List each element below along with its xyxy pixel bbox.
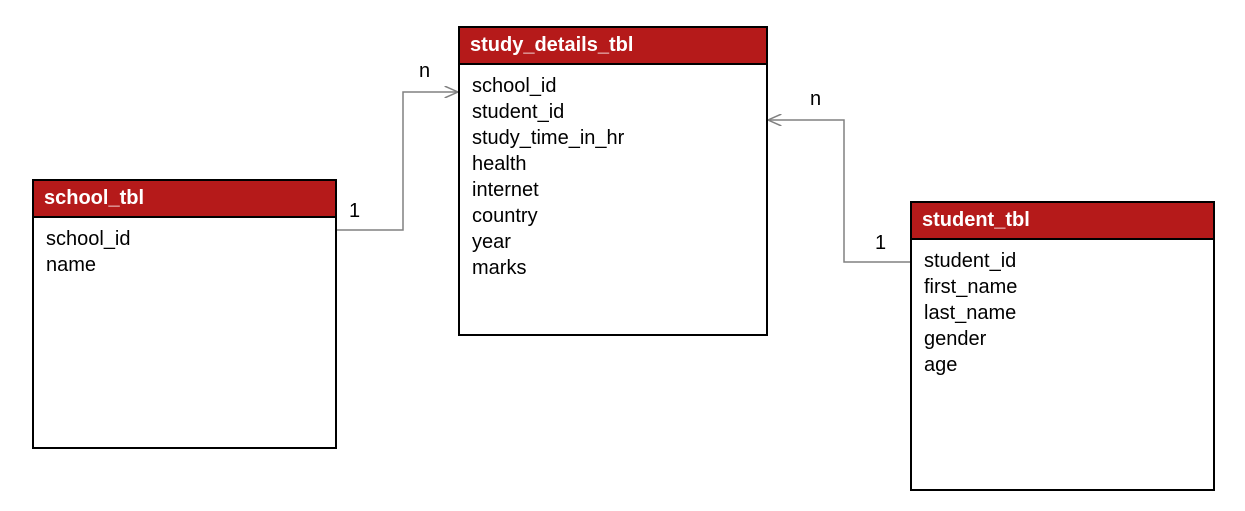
table-study-details: study_details_tbl school_id student_id s… — [458, 26, 768, 336]
table-student: student_tbl student_id first_name last_n… — [910, 201, 1215, 491]
table-school-body: school_id name — [34, 218, 335, 286]
table-study-details-header: study_details_tbl — [460, 28, 766, 65]
label-study-side-right: n — [810, 88, 821, 111]
field-student-id: student_id — [924, 248, 1201, 274]
label-school-side: 1 — [349, 200, 360, 223]
field-study-health: health — [472, 151, 754, 177]
field-study-country: country — [472, 203, 754, 229]
field-study-year: year — [472, 229, 754, 255]
field-study-school-id: school_id — [472, 73, 754, 99]
table-student-body: student_id first_name last_name gender a… — [912, 240, 1213, 386]
field-student-first-name: first_name — [924, 274, 1201, 300]
table-school: school_tbl school_id name — [32, 179, 337, 449]
table-school-header: school_tbl — [34, 181, 335, 218]
label-student-side: 1 — [875, 232, 886, 255]
field-school-id: school_id — [46, 226, 323, 252]
field-student-age: age — [924, 352, 1201, 378]
er-diagram-canvas: school_tbl school_id name study_details_… — [0, 0, 1245, 511]
table-student-header: student_tbl — [912, 203, 1213, 240]
field-student-gender: gender — [924, 326, 1201, 352]
field-study-internet: internet — [472, 177, 754, 203]
field-student-last-name: last_name — [924, 300, 1201, 326]
label-study-side-left: n — [419, 60, 430, 83]
table-study-details-body: school_id student_id study_time_in_hr he… — [460, 65, 766, 289]
field-school-name: name — [46, 252, 323, 278]
field-study-marks: marks — [472, 255, 754, 281]
edge-student-to-study — [768, 120, 910, 262]
field-study-student-id: student_id — [472, 99, 754, 125]
field-study-time: study_time_in_hr — [472, 125, 754, 151]
